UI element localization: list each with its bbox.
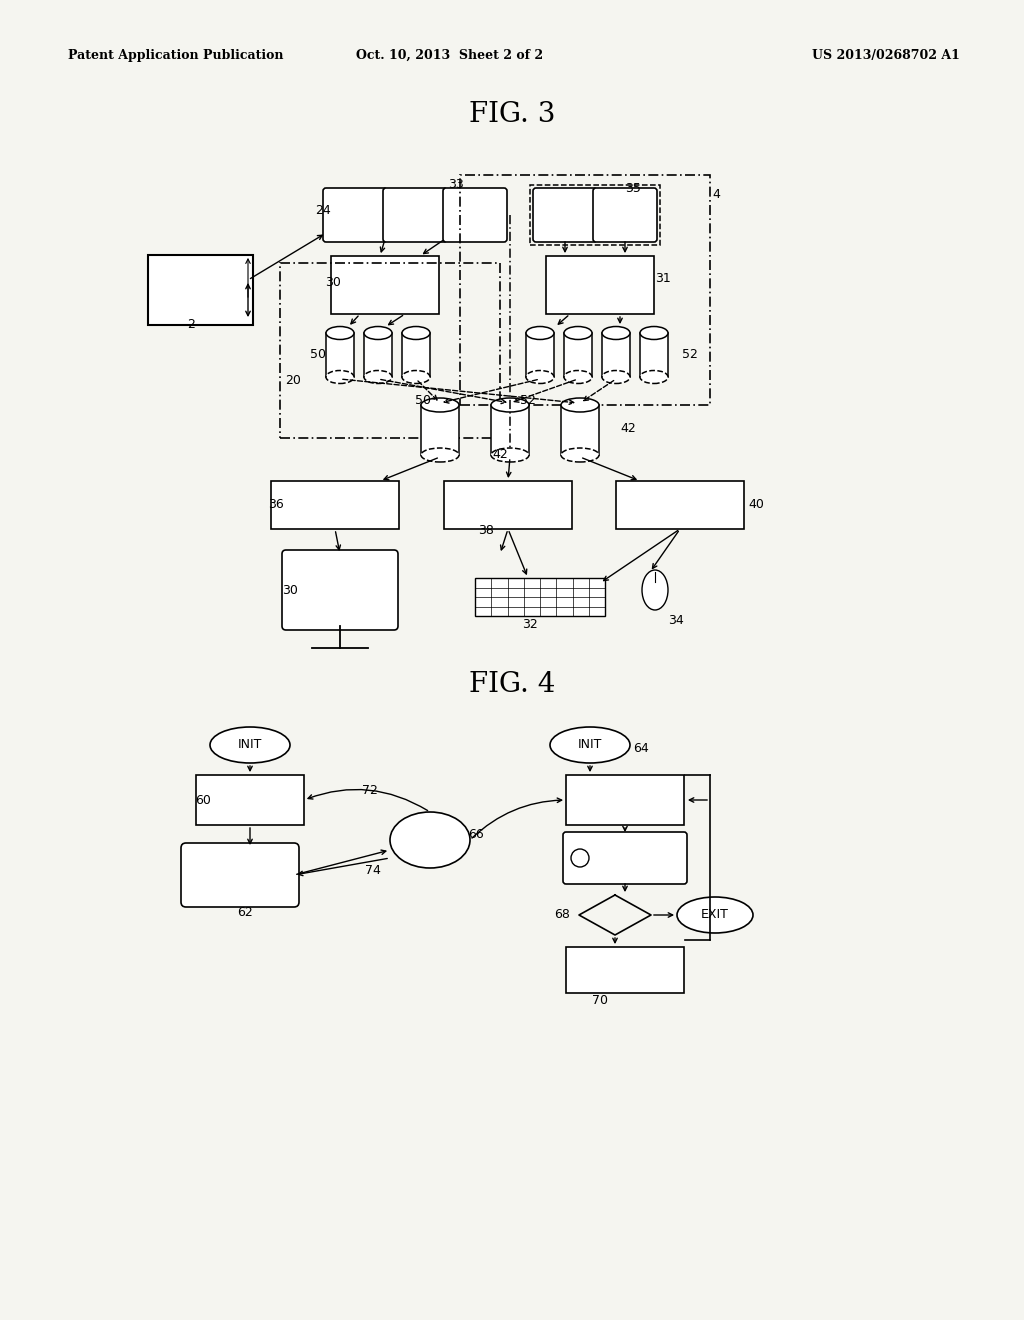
FancyBboxPatch shape: [563, 832, 687, 884]
Text: 74: 74: [365, 863, 381, 876]
Bar: [566, 775, 684, 825]
Bar: [364, 333, 392, 378]
Text: 36: 36: [268, 499, 284, 511]
Text: INIT: INIT: [238, 738, 262, 751]
Text: 31: 31: [655, 272, 671, 285]
Bar: [331, 256, 439, 314]
Text: 34: 34: [668, 614, 684, 627]
FancyBboxPatch shape: [323, 187, 387, 242]
Ellipse shape: [550, 727, 630, 763]
Text: 62: 62: [238, 907, 253, 920]
Ellipse shape: [564, 371, 592, 384]
Text: 50: 50: [310, 347, 326, 360]
Text: 68: 68: [554, 908, 570, 921]
Bar: [640, 333, 668, 378]
Bar: [546, 256, 654, 314]
Ellipse shape: [490, 447, 529, 462]
Circle shape: [571, 849, 589, 867]
Bar: [326, 333, 354, 378]
Text: 64: 64: [633, 742, 649, 755]
Text: 4: 4: [712, 189, 720, 202]
Bar: [564, 333, 592, 378]
Ellipse shape: [677, 898, 753, 933]
Ellipse shape: [602, 371, 630, 384]
Ellipse shape: [490, 399, 529, 412]
Text: 52: 52: [682, 347, 698, 360]
Text: 30: 30: [282, 583, 298, 597]
FancyBboxPatch shape: [181, 843, 299, 907]
FancyBboxPatch shape: [383, 187, 447, 242]
Bar: [526, 333, 554, 378]
Ellipse shape: [561, 447, 599, 462]
Text: 60: 60: [195, 793, 211, 807]
Text: INIT: INIT: [578, 738, 602, 751]
Bar: [421, 405, 459, 455]
Bar: [490, 405, 529, 455]
Text: 24: 24: [315, 203, 331, 216]
Text: 52: 52: [520, 393, 536, 407]
Ellipse shape: [421, 399, 459, 412]
Text: 20: 20: [285, 374, 301, 387]
Text: 42: 42: [493, 449, 508, 462]
Ellipse shape: [561, 399, 599, 412]
Bar: [271, 480, 399, 529]
Ellipse shape: [526, 371, 554, 384]
Text: 30: 30: [325, 276, 341, 289]
Text: 2: 2: [187, 318, 195, 331]
Ellipse shape: [640, 371, 668, 384]
Bar: [530, 185, 660, 246]
Text: 66: 66: [468, 829, 483, 842]
Bar: [616, 480, 744, 529]
Ellipse shape: [421, 447, 459, 462]
Text: 70: 70: [592, 994, 608, 1006]
FancyBboxPatch shape: [282, 550, 398, 630]
Ellipse shape: [642, 570, 668, 610]
Text: Oct. 10, 2013  Sheet 2 of 2: Oct. 10, 2013 Sheet 2 of 2: [356, 49, 544, 62]
Text: 35: 35: [625, 181, 641, 194]
Text: 38: 38: [478, 524, 494, 536]
Text: 42: 42: [620, 421, 636, 434]
Text: 33: 33: [449, 178, 464, 191]
Bar: [602, 333, 630, 378]
Ellipse shape: [326, 371, 354, 384]
Bar: [444, 480, 572, 529]
Ellipse shape: [602, 326, 630, 339]
Ellipse shape: [402, 326, 430, 339]
Ellipse shape: [364, 371, 392, 384]
Bar: [402, 333, 430, 378]
Ellipse shape: [390, 812, 470, 869]
Bar: [280, 263, 500, 437]
Text: US 2013/0268702 A1: US 2013/0268702 A1: [812, 49, 961, 62]
Text: FIG. 3: FIG. 3: [469, 102, 555, 128]
Ellipse shape: [326, 326, 354, 339]
Ellipse shape: [564, 326, 592, 339]
Text: EXIT: EXIT: [701, 908, 729, 921]
Text: 40: 40: [748, 499, 764, 511]
Text: FIG. 4: FIG. 4: [469, 672, 555, 698]
FancyBboxPatch shape: [443, 187, 507, 242]
Ellipse shape: [526, 326, 554, 339]
FancyBboxPatch shape: [534, 187, 597, 242]
Bar: [147, 255, 253, 325]
Text: 32: 32: [522, 619, 538, 631]
FancyBboxPatch shape: [593, 187, 657, 242]
Ellipse shape: [210, 727, 290, 763]
Text: 50: 50: [415, 393, 431, 407]
Bar: [561, 405, 599, 455]
Ellipse shape: [402, 371, 430, 384]
Ellipse shape: [364, 326, 392, 339]
Bar: [566, 946, 684, 993]
Bar: [460, 176, 710, 405]
Bar: [475, 578, 605, 616]
Ellipse shape: [640, 326, 668, 339]
Text: Patent Application Publication: Patent Application Publication: [68, 49, 284, 62]
Bar: [196, 775, 304, 825]
Text: 72: 72: [362, 784, 378, 796]
